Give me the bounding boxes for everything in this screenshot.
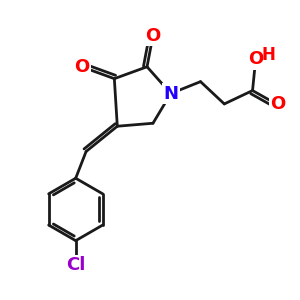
Text: H: H: [262, 46, 276, 64]
Text: O: O: [145, 27, 160, 45]
Text: Cl: Cl: [66, 256, 86, 274]
Text: N: N: [163, 85, 178, 103]
Text: O: O: [74, 58, 89, 76]
Text: O: O: [270, 95, 285, 113]
Text: O: O: [248, 50, 263, 68]
